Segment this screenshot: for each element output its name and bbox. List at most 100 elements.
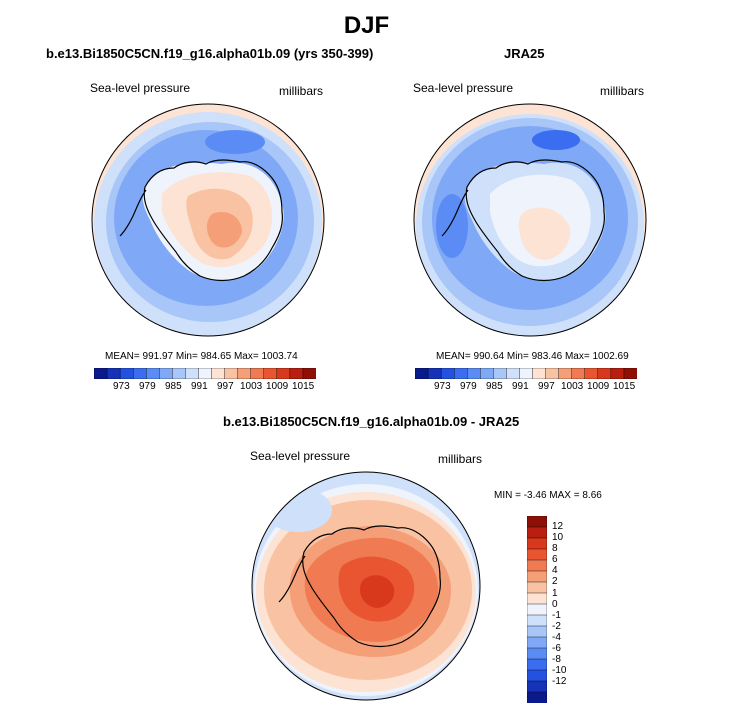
cbar2-tick-973: 973 (434, 381, 451, 392)
cbar2-swatch-15 (610, 367, 625, 380)
cbar2-swatch-9 (532, 367, 547, 380)
cbar1-swatch-14 (276, 367, 291, 380)
cbar2-swatch-13 (584, 367, 599, 380)
panel-3-polar-plot (251, 471, 481, 701)
panel-3-map (250, 470, 482, 702)
cbar1-tick-985: 985 (165, 381, 182, 392)
cbar3-swatch-3 (526, 548, 548, 561)
panel-1-colorbar-swatches (93, 367, 317, 380)
cbar1-swatch-9 (211, 367, 226, 380)
cbar2-swatch-3 (453, 367, 468, 380)
cbar2-swatch-7 (506, 367, 521, 380)
cbar3-swatch-2 (526, 537, 548, 550)
cbar3-tick-12: 12 (552, 521, 564, 532)
cbar1-tick-973: 973 (113, 381, 130, 392)
cbar1-tick-979: 979 (139, 381, 156, 392)
cbar1-swatch-0 (93, 367, 108, 380)
panel-3-coastline (278, 525, 441, 648)
panel-1-polar-plot (91, 103, 325, 337)
panel-2-polar-plot (413, 103, 647, 337)
cbar3-swatch-12 (526, 647, 548, 660)
cbar2-swatch-4 (467, 367, 481, 380)
panel-3-frame (251, 471, 481, 701)
cbar1-swatch-4 (146, 367, 160, 380)
cbar2-tick-985: 985 (486, 381, 503, 392)
panel-1-frame (91, 103, 325, 337)
cbar3-swatch-6 (526, 581, 548, 594)
panel-2-map (412, 102, 648, 338)
panel-2-units: millibars (600, 84, 645, 98)
cbar1-swatch-13 (263, 367, 278, 380)
cbar3-swatch-13 (526, 658, 548, 671)
panel-2-colorbar (414, 366, 638, 380)
panel-3-colorbar-swatches (526, 515, 548, 704)
cbar3-swatch-14 (526, 669, 548, 682)
panel-2-header: JRA25 (504, 46, 545, 61)
panel-1-coastline (119, 159, 283, 282)
panel-3-header: b.e13.Bi1850C5CN.f19_g16.alpha01b.09 - J… (223, 414, 520, 429)
cbar1-swatch-1 (106, 367, 121, 380)
cbar3-tick-neg10: -10 (552, 665, 567, 676)
cbar3-tick-neg8: -8 (552, 654, 561, 665)
panel-2-colorbar-labels: 973 979 985 991 997 1003 1009 1015 (415, 381, 637, 395)
panel-1-colorbar (93, 366, 317, 380)
panel-2-coastline (441, 159, 605, 282)
cbar3-swatch-5 (526, 570, 548, 583)
cbar3-tick-neg12: -12 (552, 676, 567, 687)
cbar1-swatch-11 (237, 367, 252, 380)
cbar3-tick-1: 1 (552, 588, 558, 599)
panel-1-colorbar-labels: 973 979 985 991 997 1003 1009 1015 (94, 381, 316, 395)
cbar2-tick-979: 979 (460, 381, 477, 392)
cbar2-swatch-1 (427, 367, 442, 380)
cbar1-swatch-15 (289, 367, 304, 380)
cbar1-swatch-8 (198, 367, 213, 380)
panel-3-units: millibars (438, 452, 483, 466)
cbar1-tick-1009: 1009 (266, 381, 289, 392)
cbar1-swatch-12 (250, 367, 265, 380)
panel-3-variable: Sea-level pressure (250, 449, 351, 463)
cbar3-tick-6: 6 (552, 554, 558, 565)
cbar1-tick-1015: 1015 (292, 381, 315, 392)
cbar2-tick-1003: 1003 (561, 381, 584, 392)
panel-3-colorbar-labels: 12 10 8 6 4 2 1 0 -1 -2 -4 -6 -8 -10 -12 (552, 516, 592, 703)
cbar2-swatch-10 (545, 367, 560, 380)
cbar2-swatch-5 (480, 367, 494, 380)
cbar2-swatch-16 (623, 367, 638, 380)
panel-2-variable: Sea-level pressure (413, 81, 514, 95)
cbar3-tick-10: 10 (552, 532, 564, 543)
cbar1-swatch-5 (159, 367, 173, 380)
panel-1-map (90, 102, 326, 338)
cbar1-swatch-3 (132, 367, 147, 380)
cbar3-swatch-16 (526, 691, 548, 704)
panel-1-variable: Sea-level pressure (90, 81, 191, 95)
panel-2-stats: MEAN= 990.64 Min= 983.46 Max= 1002.69 (436, 351, 629, 362)
cbar3-tick-neg1: -1 (552, 610, 561, 621)
cbar1-swatch-10 (224, 367, 239, 380)
cbar3-tick-8: 8 (552, 543, 558, 554)
cbar3-tick-0: 0 (552, 599, 558, 610)
cbar3-swatch-1 (526, 526, 548, 539)
cbar3-swatch-0 (526, 515, 548, 528)
cbar2-swatch-12 (571, 367, 586, 380)
panel-1-low-pocket (205, 130, 265, 154)
cbar2-swatch-14 (597, 367, 612, 380)
cbar3-swatch-4 (526, 559, 548, 572)
cbar3-swatch-15 (526, 680, 548, 693)
panel-2-low-pocket-2 (436, 194, 468, 258)
cbar2-swatch-8 (519, 367, 534, 380)
cbar2-tick-1015: 1015 (613, 381, 636, 392)
panel-2-colorbar-swatches (414, 367, 638, 380)
cbar3-tick-2: 2 (552, 576, 558, 587)
cbar1-swatch-2 (119, 367, 134, 380)
panel-3-contour-4 (360, 575, 395, 608)
cbar3-tick-neg6: -6 (552, 643, 561, 654)
panel-1-units: millibars (279, 84, 324, 98)
panel-1-contour-3 (206, 212, 242, 248)
cbar2-swatch-0 (414, 367, 429, 380)
cbar1-swatch-16 (302, 367, 317, 380)
cbar2-swatch-2 (440, 367, 455, 380)
panel-3-colorbar (526, 515, 548, 704)
panel-3-stats: MIN = -3.46 MAX = 8.66 (494, 490, 602, 501)
cbar3-tick-neg2: -2 (552, 621, 561, 632)
figure-title: DJF (343, 12, 390, 39)
